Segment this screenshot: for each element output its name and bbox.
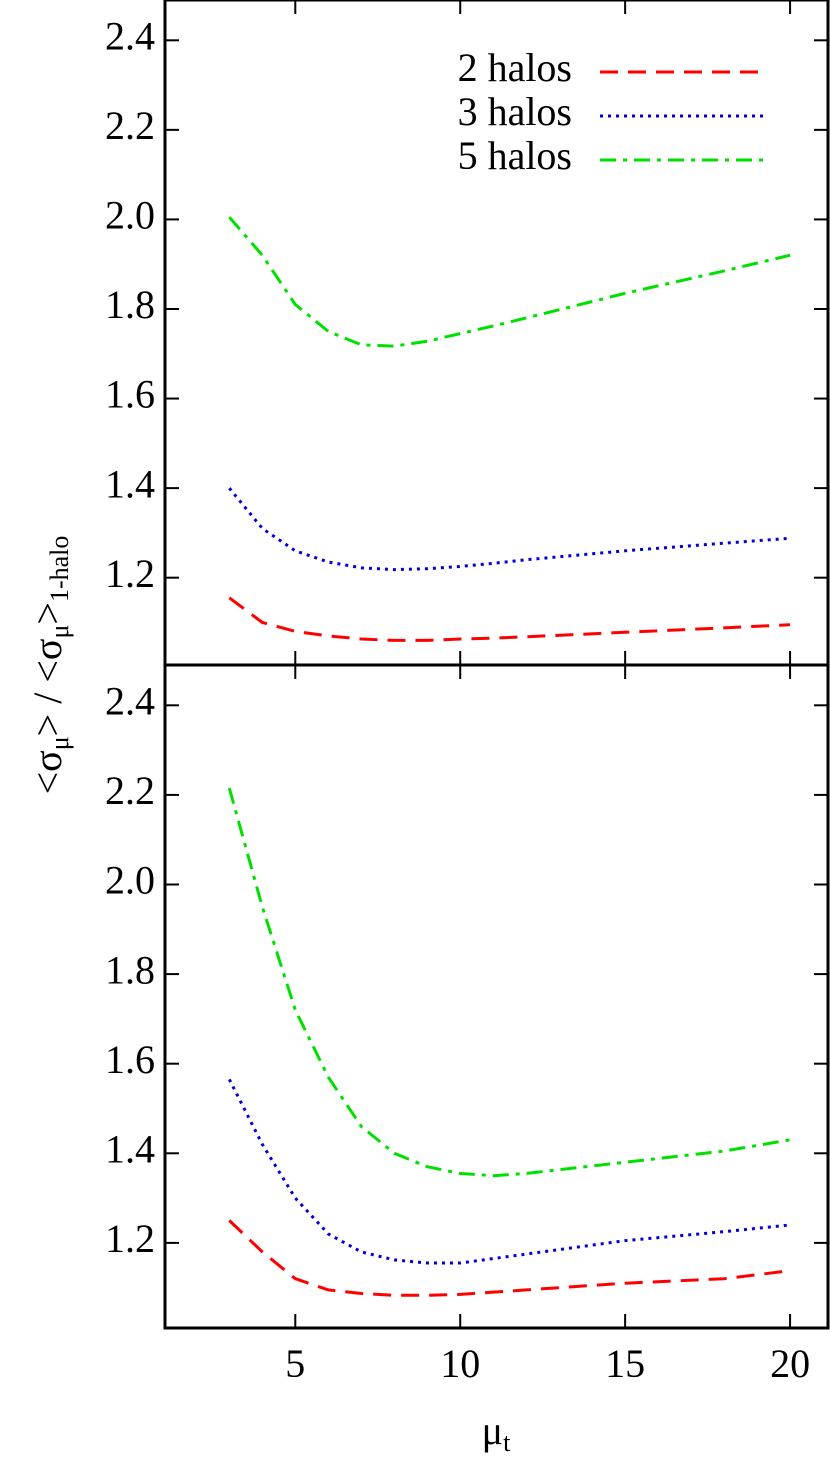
y-tick-label: 1.4 xyxy=(105,461,155,506)
y-axis-label: <σμ> / <σμ>1-halo xyxy=(25,536,74,795)
y-tick-label: 1.2 xyxy=(105,551,155,596)
y-tick-label: 1.8 xyxy=(105,947,155,992)
y-axis-label-part: > / <σ xyxy=(25,639,70,737)
y-axis-label-part: > xyxy=(25,602,70,625)
x-tick-label: 20 xyxy=(770,1341,810,1386)
y-tick-label: 1.8 xyxy=(105,282,155,327)
y-tick-label: 2.2 xyxy=(105,103,155,148)
y-axis-label-part: μ xyxy=(45,625,74,639)
x-axis-label: μt xyxy=(482,1408,511,1457)
series-line xyxy=(227,787,791,1178)
x-tick-label: 10 xyxy=(440,1341,480,1386)
y-tick-label: 1.6 xyxy=(105,1037,155,1082)
series-line xyxy=(228,216,791,348)
y-tick-label: 2.0 xyxy=(105,858,155,903)
y-tick-label: 2.0 xyxy=(105,193,155,238)
legend-label: 5 halos xyxy=(458,133,572,178)
x-tick-label: 15 xyxy=(605,1341,645,1386)
y-tick-label: 2.2 xyxy=(105,768,155,813)
series-line xyxy=(228,596,791,642)
y-tick-label: 1.2 xyxy=(105,1216,155,1261)
series-line xyxy=(228,487,791,572)
y-tick-label: 1.6 xyxy=(105,372,155,417)
y-axis-label-part: μ xyxy=(45,736,74,750)
legend-label: 3 halos xyxy=(458,89,572,134)
plot-frame xyxy=(163,663,830,1330)
x-axis-label-part: μ xyxy=(482,1408,503,1453)
y-tick-label: 2.4 xyxy=(105,13,155,58)
y-axis-label-part: <σ xyxy=(25,750,70,794)
legend-label: 2 halos xyxy=(458,45,572,90)
x-tick-label: 5 xyxy=(285,1341,305,1386)
y-tick-label: 1.4 xyxy=(105,1126,155,1171)
series-line xyxy=(227,1078,791,1265)
series-line xyxy=(228,1219,791,1297)
y-tick-label: 2.4 xyxy=(105,678,155,723)
y-axis-label-part: 1-halo xyxy=(45,536,74,602)
x-axis-label-part: t xyxy=(503,1428,511,1457)
